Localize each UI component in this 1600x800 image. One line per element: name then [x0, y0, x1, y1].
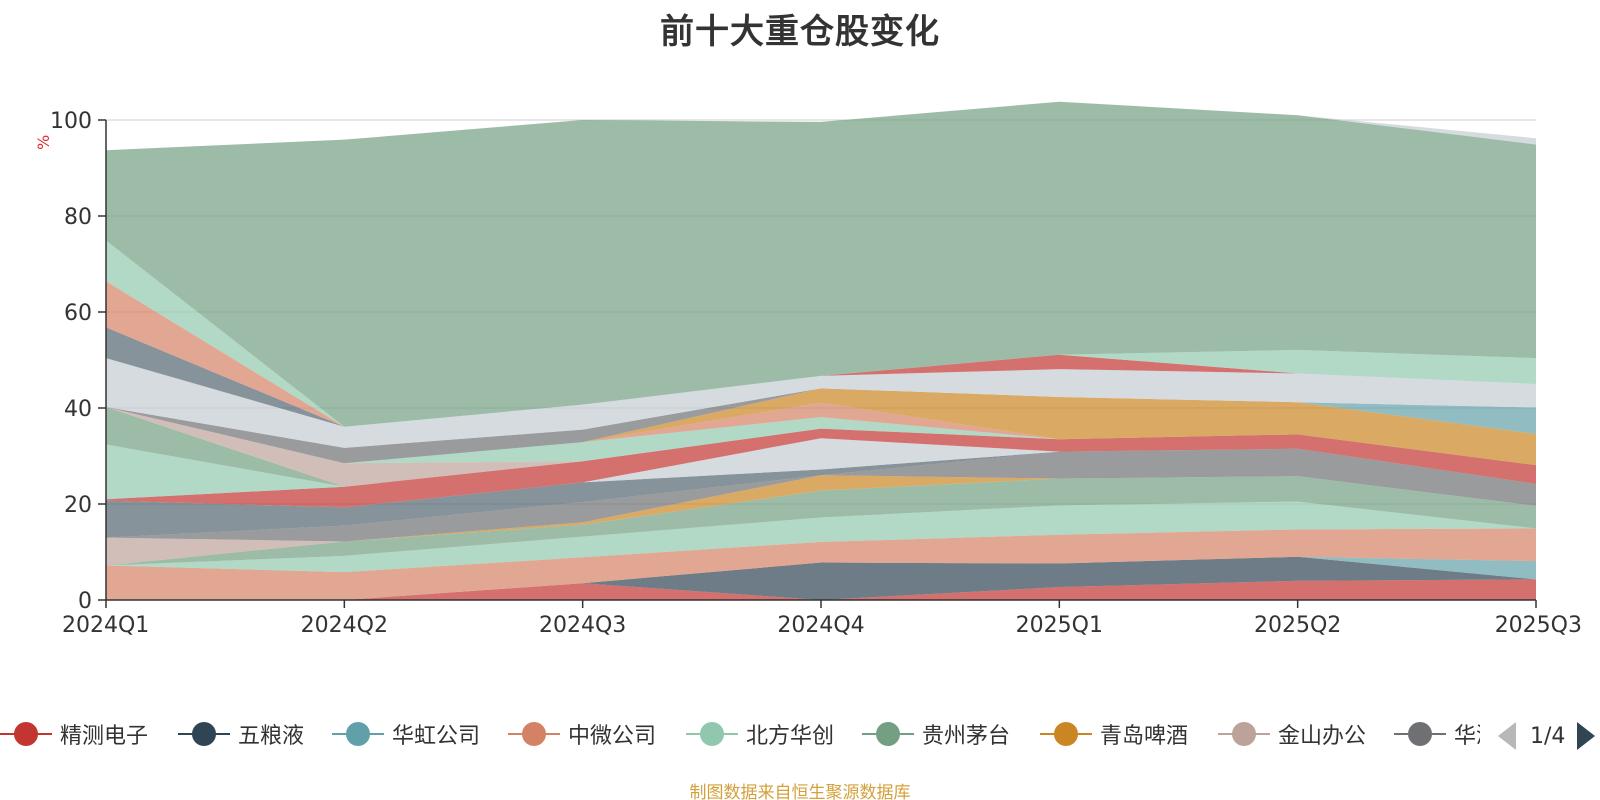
area-series [106, 388, 1536, 464]
x-tick-label: 2025Q1 [1016, 613, 1103, 638]
area-series [106, 556, 1536, 600]
legend-item[interactable]: 华润 [1394, 714, 1480, 754]
legend-swatch-icon [1040, 721, 1092, 747]
area-series [106, 579, 1536, 600]
legend-label: 金山办公 [1278, 724, 1367, 749]
area-series [106, 448, 1536, 538]
legend-swatch-icon [0, 721, 52, 747]
legend-item[interactable]: 中微公司 [508, 714, 656, 754]
y-tick-label: 60 [64, 301, 92, 326]
data-source-note: 制图数据来自恒生聚源数据库 [689, 783, 911, 800]
x-tick-label: 2024Q2 [301, 613, 388, 638]
legend-swatch-icon [1394, 721, 1446, 747]
x-tick-label: 2025Q2 [1254, 613, 1341, 638]
y-tick-label: 20 [64, 493, 92, 518]
area-series [106, 556, 1536, 600]
legend-label: 中微公司 [568, 724, 657, 749]
legend-item[interactable]: 青岛啤酒 [1040, 714, 1188, 754]
legend-item[interactable]: 精测电子 [0, 714, 148, 754]
legend-prev-page-button[interactable] [1498, 722, 1516, 750]
y-tick-label: 80 [64, 205, 92, 230]
legend-label: 精测电子 [60, 724, 149, 749]
legend-swatch-icon [862, 721, 914, 747]
y-tick-label: 0 [78, 589, 92, 614]
legend-item[interactable]: 贵州茅台 [862, 714, 1010, 754]
legend-label: 五粮液 [238, 724, 305, 749]
legend-item[interactable]: 北方华创 [686, 714, 834, 754]
legend-label: 青岛啤酒 [1100, 724, 1189, 749]
x-tick-label: 2024Q1 [62, 613, 149, 638]
legend-dot [522, 722, 546, 746]
legend-swatch-icon [178, 721, 230, 747]
area-series [106, 407, 1536, 466]
legend-dot [346, 722, 370, 746]
area-series [106, 448, 1536, 542]
legend-dot [1408, 722, 1432, 746]
legend-item[interactable]: 华虹公司 [332, 714, 480, 754]
area-series [106, 402, 1536, 466]
area-series [106, 476, 1536, 566]
x-tick-label: 2024Q3 [539, 613, 626, 638]
legend-dot [1054, 722, 1078, 746]
legend-dot [876, 722, 900, 746]
x-tick-label: 2025Q3 [1495, 613, 1582, 638]
legend-label: 华润 [1454, 724, 1480, 749]
area-series [106, 438, 1536, 508]
legend-items: 精测电子 五粮液 华虹公司 中微公司 北方华创 贵州茅台 青岛啤酒 金山办公 华润 [0, 714, 1480, 754]
legend-swatch-icon [686, 721, 738, 747]
legend-label: 贵州茅台 [922, 724, 1011, 749]
legend: 精测电子 五粮液 华虹公司 中微公司 北方华创 贵州茅台 青岛啤酒 金山办公 华润 [0, 714, 1600, 754]
y-tick-label: 40 [64, 397, 92, 422]
legend-swatch-icon [508, 721, 560, 747]
legend-item[interactable]: 金山办公 [1218, 714, 1366, 754]
area-series [106, 528, 1536, 600]
x-tick-label: 2024Q4 [777, 613, 864, 638]
legend-swatch-icon [332, 721, 384, 747]
area-series [106, 358, 1536, 448]
legend-pager: 1/4 [1498, 718, 1596, 754]
legend-label: 北方华创 [746, 724, 835, 749]
legend-item[interactable]: 五粮液 [178, 714, 304, 754]
area-series [106, 501, 1536, 573]
legend-label: 华虹公司 [392, 724, 481, 749]
chart-title: 前十大重仓股变化 [660, 12, 940, 52]
legend-next-page-button[interactable] [1577, 722, 1596, 750]
area-series [106, 101, 1536, 427]
legend-dot [14, 722, 38, 746]
legend-page-indicator: 1/4 [1530, 723, 1566, 749]
area-series [106, 388, 1536, 466]
area-series [106, 428, 1536, 508]
y-tick-label: 100 [50, 109, 92, 134]
legend-swatch-icon [1218, 721, 1270, 747]
chart-svg: 0 20 40 60 80 100 2024Q1 2024Q2 2024Q3 2024Q4 2025… [50, 101, 1582, 638]
legend-dot [192, 722, 216, 746]
area-series [106, 407, 1536, 487]
legend-dot [1232, 722, 1256, 746]
legend-dot [700, 722, 724, 746]
